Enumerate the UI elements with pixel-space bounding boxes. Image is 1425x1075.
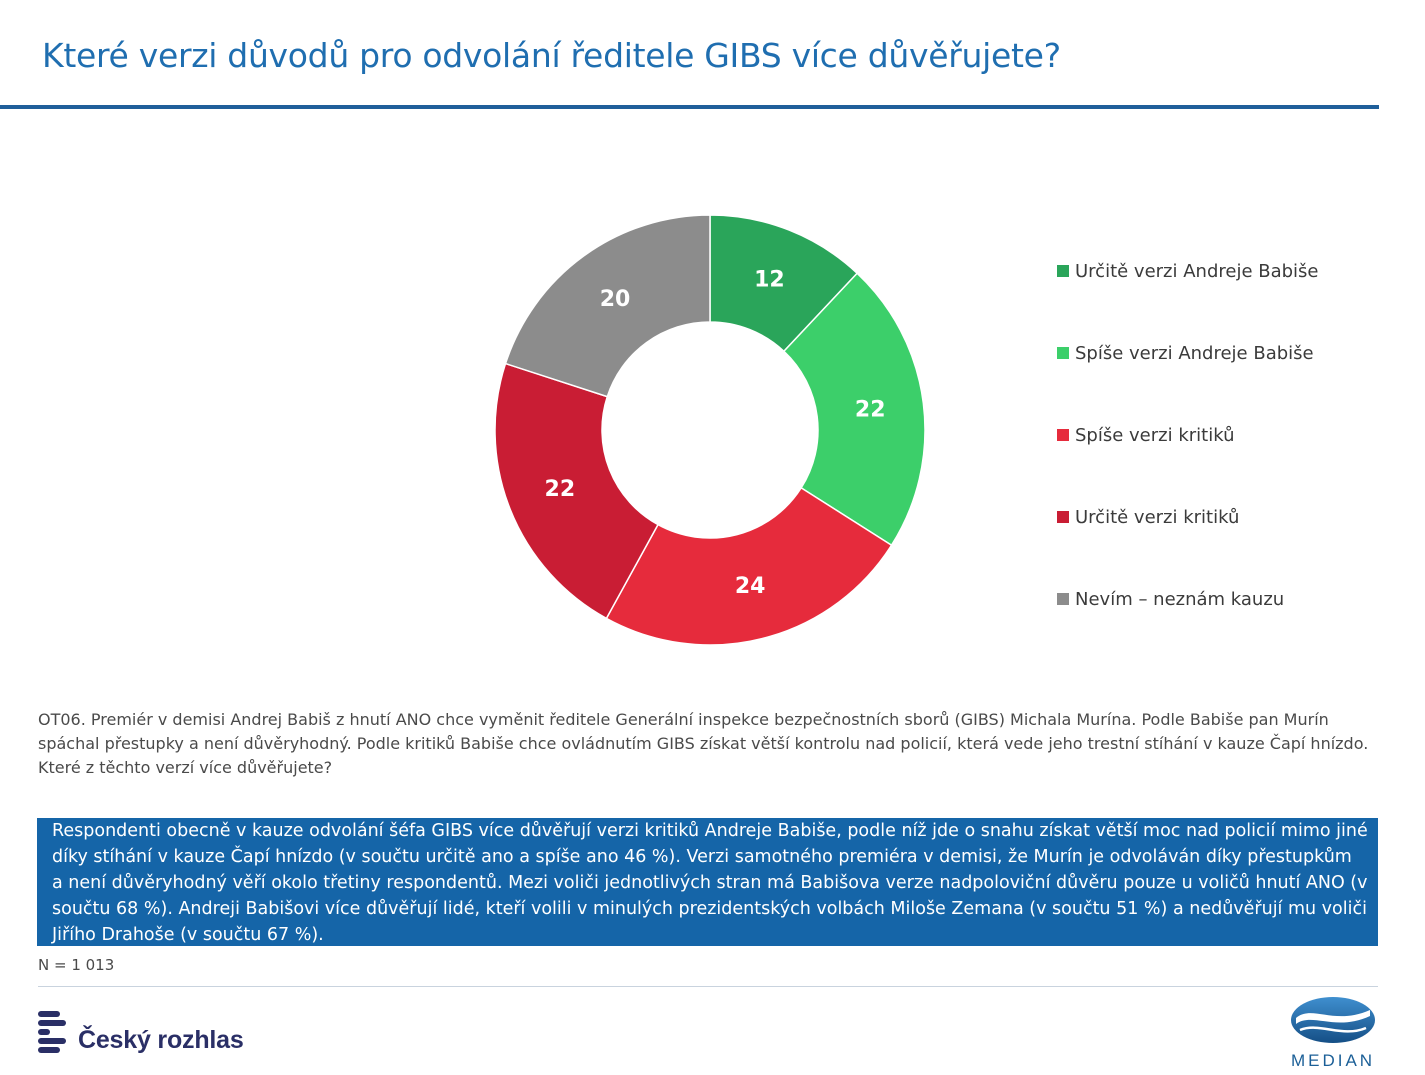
survey-question: OT06. Premiér v demisi Andrej Babiš z hn… — [38, 710, 1369, 777]
legend-label: Určitě verzi Andreje Babiše — [1075, 260, 1319, 282]
title-divider — [0, 105, 1379, 109]
legend-label: Spíše verzi Andreje Babiše — [1075, 342, 1314, 364]
legend-swatch — [1057, 347, 1069, 359]
legend-item: Nevím – neznám kauzu — [1057, 586, 1319, 612]
median-logo: MEDIAN — [1287, 996, 1379, 1071]
sample-size-note: N = 1 013 — [38, 956, 115, 974]
legend-item: Spíše verzi kritiků — [1057, 422, 1319, 448]
chart-title: Které verzi důvodů pro odvolání ředitele… — [42, 36, 1061, 75]
summary-box: Respondenti obecně v kauze odvolání šéfa… — [37, 818, 1378, 946]
legend-label: Spíše verzi kritiků — [1075, 424, 1235, 446]
chart-legend: Určitě verzi Andreje Babiše Spíše verzi A… — [1057, 258, 1319, 668]
legend-item: Určitě verzi kritiků — [1057, 504, 1319, 530]
legend-swatch — [1057, 511, 1069, 523]
donut-slice — [494, 362, 659, 620]
donut-slice — [504, 214, 711, 398]
legend-swatch — [1057, 593, 1069, 605]
slice-value-label: 12 — [754, 267, 785, 292]
footer-divider — [38, 986, 1378, 987]
slice-value-label: 20 — [600, 287, 631, 312]
legend-swatch — [1057, 429, 1069, 441]
legend-swatch — [1057, 265, 1069, 277]
legend-label: Nevím – neznám kauzu — [1075, 588, 1285, 610]
legend-item: Určitě verzi Andreje Babiše — [1057, 258, 1319, 284]
cesky-rozhlas-logo: Český rozhlas — [38, 1008, 244, 1055]
donut-slice — [605, 486, 893, 646]
cesky-rozhlas-wordmark: Český rozhlas — [78, 1026, 244, 1054]
slice-value-label: 22 — [545, 477, 576, 502]
donut-slice — [782, 272, 926, 547]
cesky-rozhlas-mark-icon — [38, 1010, 66, 1053]
donut-chart: 12 22 24 22 20 — [494, 214, 926, 646]
slice-value-label: 22 — [855, 397, 886, 422]
legend-item: Spíše verzi Andreje Babiše — [1057, 340, 1319, 366]
legend-label: Určitě verzi kritiků — [1075, 506, 1240, 528]
slice-value-label: 24 — [735, 574, 766, 599]
median-wordmark: MEDIAN — [1290, 1051, 1376, 1070]
median-mark-icon — [1291, 997, 1375, 1043]
